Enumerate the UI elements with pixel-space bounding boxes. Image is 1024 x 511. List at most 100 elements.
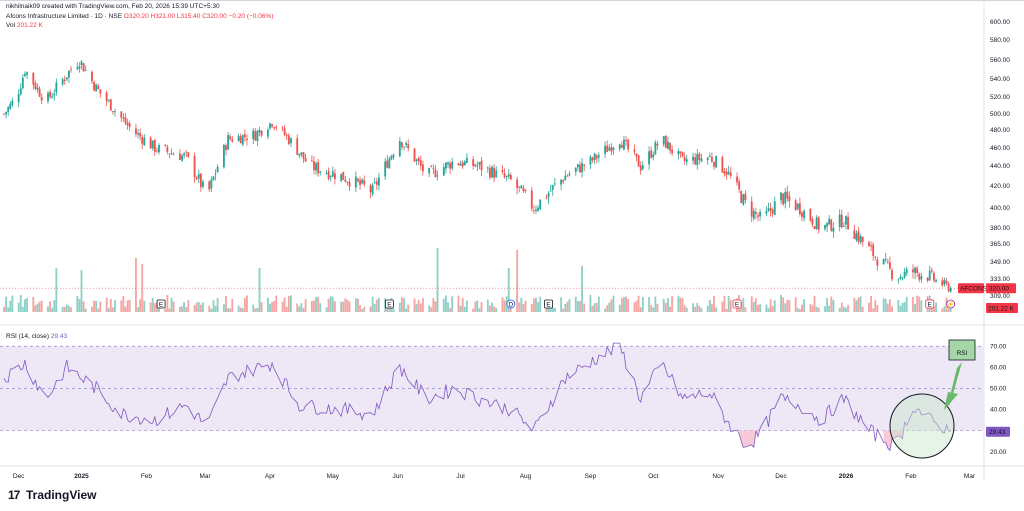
candle-body (302, 152, 305, 159)
candle-body (76, 67, 79, 69)
volume-bar (413, 298, 416, 312)
candle-body (610, 147, 613, 152)
volume-bar (549, 307, 552, 312)
volume-bar (589, 295, 592, 312)
candle-body (817, 217, 820, 230)
candle-body (187, 152, 190, 157)
candle-body (95, 84, 98, 92)
candle-body (67, 70, 70, 78)
candle-body (859, 235, 862, 243)
volume-bar (650, 304, 653, 312)
volume-bar (80, 270, 83, 312)
volume-bar (625, 296, 627, 312)
candle-body (61, 79, 64, 85)
volume-bar (164, 308, 167, 312)
volume-bar (692, 303, 694, 312)
candle-body (897, 279, 900, 281)
volume-bar (817, 307, 820, 312)
price-tick-label: 309.00 (990, 293, 1010, 300)
candle-body (398, 141, 401, 157)
volume-bar (535, 297, 537, 312)
volume-bar (826, 298, 829, 312)
candle-body (19, 88, 22, 95)
event-marker-label: E (387, 301, 392, 308)
volume-bar (447, 302, 449, 312)
volume-bar (553, 307, 556, 312)
candle-body (650, 150, 653, 158)
candle-body (765, 211, 768, 214)
candle-body (107, 100, 110, 102)
event-marker-label: E (735, 301, 740, 308)
candle-body (120, 111, 123, 118)
candle-body (713, 162, 715, 167)
event-marker (506, 299, 516, 309)
candle-body (315, 163, 317, 171)
candle-body (648, 151, 651, 165)
candle-body (139, 133, 142, 137)
volume-bar (195, 302, 198, 312)
volume-bar (19, 295, 22, 312)
candle-body (744, 193, 747, 201)
volume-bar (76, 296, 79, 312)
volume-bar (698, 305, 701, 312)
volume-bar (319, 303, 322, 312)
candle-body (522, 187, 525, 192)
volume-bar (120, 300, 123, 312)
volume-bar (824, 306, 826, 312)
time-tick-label: Dec (13, 473, 25, 480)
candle-body (421, 164, 424, 172)
volume-bar (593, 303, 596, 312)
volume-bar (459, 305, 462, 312)
candle-body (505, 176, 508, 177)
volume-bar (139, 299, 142, 312)
candle-body (432, 167, 435, 169)
candle-body (357, 178, 359, 182)
volume-bar (537, 302, 540, 312)
annotation-circle (889, 393, 955, 459)
time-tick-label: May (327, 473, 340, 480)
rsi-legend-value: 29.43 (50, 333, 68, 340)
candle-body (899, 276, 902, 279)
volume-bar (38, 301, 41, 312)
event-marker-label: E (546, 301, 551, 308)
candle-body (457, 163, 460, 165)
volume-bar (897, 299, 900, 312)
candle-body (214, 173, 217, 175)
candle-body (283, 128, 286, 135)
candle-body (589, 156, 592, 165)
volume-bar (70, 307, 72, 312)
candle-body (319, 171, 322, 173)
volume-bar (260, 302, 263, 312)
volume-bar (903, 301, 906, 312)
time-tick-label: Nov (712, 473, 724, 480)
volume-bar (811, 305, 814, 312)
candle-body (872, 244, 875, 257)
volume-bar (5, 296, 8, 312)
volume-bar (428, 305, 431, 312)
event-marker-label: E (159, 301, 164, 308)
candle-body (285, 135, 288, 136)
time-tick-label: 2026 (839, 473, 854, 480)
price-value-text: 320.00 (989, 286, 1009, 293)
candle-body (231, 139, 234, 142)
candle-body (185, 151, 188, 153)
candle-body (371, 184, 374, 195)
candle-body (488, 168, 491, 178)
candle-body (884, 259, 887, 261)
candle-body (738, 181, 741, 190)
candle-body (891, 270, 893, 280)
volume-bar (24, 299, 26, 312)
volume-bar (449, 307, 452, 312)
candle-body (784, 191, 787, 204)
candle-body (518, 186, 521, 188)
candle-body (3, 113, 5, 115)
volume-bar (21, 306, 24, 312)
volume-bar (135, 258, 137, 312)
volume-bar (889, 299, 891, 312)
candle-body (857, 231, 860, 242)
candle-body (17, 94, 20, 103)
volume-bar (434, 301, 437, 312)
symbol-name: Afcons Infrastructure Limited · 1D · NSE (6, 13, 122, 20)
candle-body (882, 259, 885, 265)
